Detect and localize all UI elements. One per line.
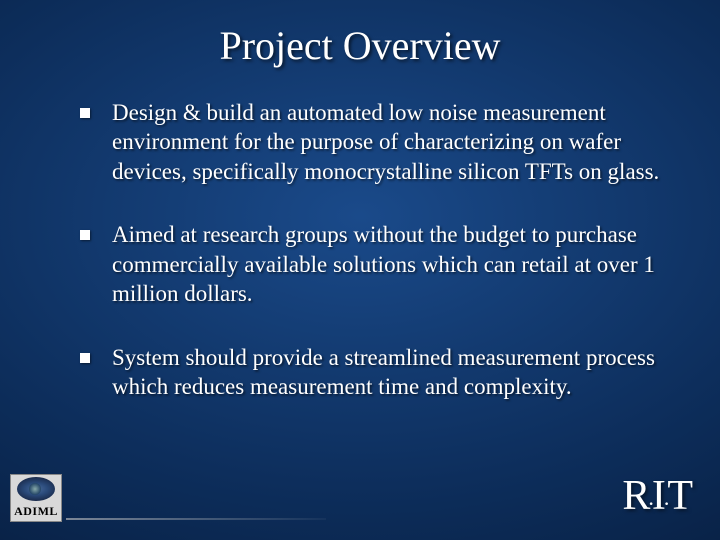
rit-r: R xyxy=(622,473,651,519)
bullet-text: System should provide a streamlined meas… xyxy=(112,343,660,402)
badge-underline xyxy=(66,518,326,520)
slide-content: Design & build an automated low noise me… xyxy=(80,98,660,436)
rit-dot-icon: . xyxy=(648,485,655,510)
bullet-item: Aimed at research groups without the bud… xyxy=(80,220,660,308)
bullet-text: Design & build an automated low noise me… xyxy=(112,98,660,186)
bullet-text: Aimed at research groups without the bud… xyxy=(112,220,660,308)
slide-title: Project Overview xyxy=(0,22,720,69)
slide: Project Overview Design & build an autom… xyxy=(0,0,720,540)
adiml-badge: ADIML xyxy=(10,474,62,522)
bullet-marker-icon xyxy=(80,353,90,363)
adiml-label: ADIML xyxy=(14,504,58,519)
rit-logo: R.I.T xyxy=(622,472,694,520)
rit-t: T xyxy=(667,473,694,519)
rit-dot-icon: . xyxy=(664,485,671,510)
eye-icon xyxy=(17,477,55,501)
bullet-item: System should provide a streamlined meas… xyxy=(80,343,660,402)
bullet-marker-icon xyxy=(80,108,90,118)
bullet-item: Design & build an automated low noise me… xyxy=(80,98,660,186)
bullet-marker-icon xyxy=(80,230,90,240)
